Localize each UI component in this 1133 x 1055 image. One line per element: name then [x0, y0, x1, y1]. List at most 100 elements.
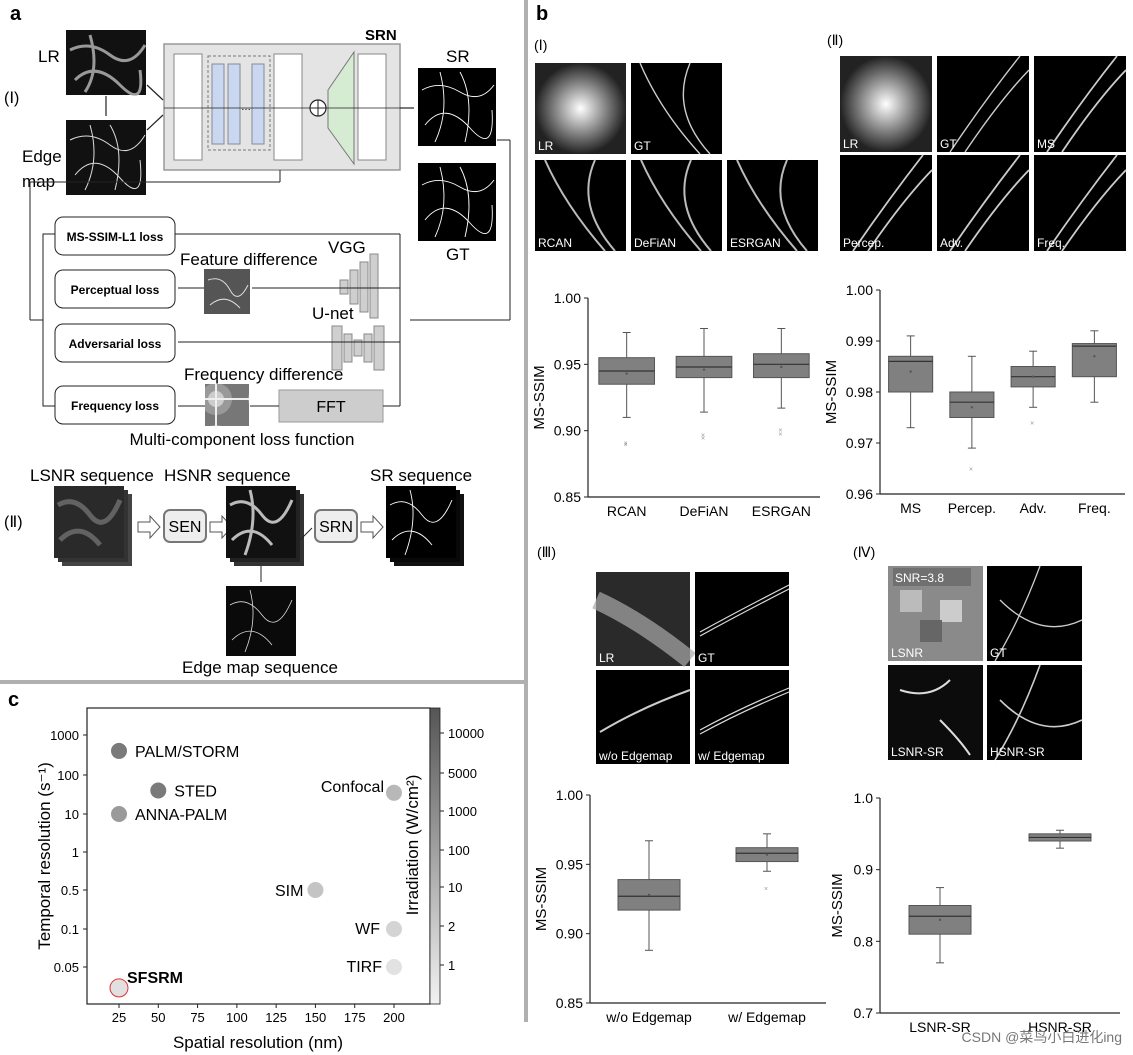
srn-label-2: SRN: [319, 519, 353, 536]
panel-b: b (Ⅰ) LR GT RCAN DeFiAN ESRGAN (Ⅱ) LR GT…: [534, 3, 1127, 764]
svg-text:LR: LR: [538, 139, 554, 153]
svg-text:GT: GT: [940, 137, 957, 151]
x-tick-label: MS: [900, 500, 921, 516]
x-tick-label: 150: [305, 1010, 327, 1025]
x-tick-label: 125: [265, 1010, 287, 1025]
outlier-marker: ×: [1030, 421, 1034, 428]
frequency-loss: Frequency loss: [71, 399, 159, 413]
panel-a: a (Ⅰ) LR Edge map SRN … SR GT: [4, 3, 511, 677]
box-body: [888, 355, 934, 393]
y-tick-label: 0.90: [554, 423, 581, 439]
point-tirf: [386, 959, 402, 975]
x-tick-label: ESRGAN: [752, 503, 811, 519]
mean-marker: [909, 370, 912, 373]
x-tick-label: LSNR-SR: [909, 1019, 970, 1035]
svg-text:GT: GT: [634, 139, 651, 153]
y-tick-label: 0.97: [846, 435, 873, 451]
y2-tick-label: 10000: [448, 726, 484, 741]
srn-label: SRN: [365, 27, 397, 44]
b-iii-tile-wo-edgemap: [596, 670, 690, 764]
point-label-sted: STED: [174, 784, 217, 801]
svg-text:LR: LR: [599, 651, 615, 665]
y-axis-label: Temporal resolution (s⁻¹): [35, 762, 54, 950]
box-body: [752, 353, 810, 379]
box-esrgan: ××: [752, 328, 810, 438]
panel-a-label: a: [10, 3, 22, 25]
svg-text:w/o Edgemap: w/o Edgemap: [598, 749, 673, 763]
box-lsnr-sr: [908, 887, 972, 964]
gt-label: GT: [446, 245, 470, 264]
mean-marker: [1031, 375, 1035, 378]
svg-text:LR: LR: [843, 137, 859, 151]
section-ii-label: (Ⅱ): [4, 514, 23, 531]
svg-text:HSNR-SR: HSNR-SR: [990, 745, 1045, 759]
y-tick-label: 0.5: [61, 883, 79, 898]
y-tick-label: 0.05: [54, 960, 79, 975]
outlier-marker: ×: [624, 441, 628, 448]
outlier-marker: ×: [778, 431, 782, 438]
box-body: [1071, 343, 1117, 378]
irradiation-colorbar: [429, 707, 441, 1005]
point-label-anna-palm: ANNA-PALM: [135, 807, 227, 824]
gt-image: [418, 163, 496, 241]
sr-sequence-label: SR sequence: [370, 466, 472, 485]
sr-sequence-image: [386, 486, 456, 558]
box-freq-: [1071, 330, 1117, 403]
b-i-tile-esrgan: [727, 160, 818, 251]
b-iv-tile-lsnr-sr: [888, 665, 983, 760]
loss-list: MS-SSIM-L1 loss Perceptual loss Adversar…: [54, 216, 176, 425]
mean-marker: [970, 406, 974, 409]
box-rcan: ××: [598, 331, 656, 449]
scatter-plot: 25 50 75 100 125 150 175 200 0.05 0.1 0.5 1 10 100 100…: [35, 726, 484, 1052]
outlier-marker: ×: [701, 433, 705, 440]
y-tick-label: 1.00: [556, 787, 583, 803]
y-tick-label: 0.1: [61, 922, 79, 937]
ms-ssim-l1-loss: MS-SSIM-L1 loss: [67, 230, 164, 244]
y-tick-label: 0.95: [556, 856, 583, 872]
b-i-tile-defian: [631, 160, 722, 251]
x-tick-label: 175: [344, 1010, 366, 1025]
y2-tick-label: 10: [448, 880, 462, 895]
b-i-tile-gt: [631, 63, 722, 154]
panel-c: c: [8, 689, 441, 1005]
box-body: [949, 391, 995, 418]
mean-marker: [1058, 836, 1062, 839]
fft-label: FFT: [316, 399, 346, 416]
point-label-sim: SIM: [275, 883, 303, 900]
x-axis-label: Spatial resolution (nm): [173, 1033, 343, 1052]
box-ms: [888, 335, 934, 429]
y-tick-label: 100: [57, 768, 79, 783]
mean-marker: [938, 918, 942, 922]
section-i-label: (Ⅰ): [4, 90, 19, 107]
mean-marker: [780, 365, 783, 369]
svg-text:GT: GT: [990, 646, 1007, 660]
fft-box: [278, 389, 384, 423]
y-tick-label: 1000: [50, 728, 79, 743]
hsnr-sequence-image: [226, 486, 296, 558]
b-i-title: (Ⅰ): [534, 37, 547, 53]
ms-ssim-l1-loss-box: [54, 216, 176, 256]
y-tick-label: 0.96: [846, 486, 873, 502]
x-tick-label: 200: [383, 1010, 405, 1025]
y-tick-label: 0.9: [854, 862, 874, 878]
outlier-marker: ×: [969, 467, 973, 474]
x-tick-label: 25: [112, 1010, 126, 1025]
y-tick-label: 0.85: [554, 489, 581, 505]
edge-map-label-1: Edge: [22, 147, 62, 166]
adversarial-loss-box: [54, 323, 176, 363]
y-tick-label: 0.7: [854, 1005, 874, 1021]
point-palm-storm: [111, 742, 127, 759]
lsnr-sequence-image: [54, 486, 124, 558]
x-tick-label: Percep.: [948, 500, 996, 516]
b-ii-title: (Ⅱ): [827, 32, 843, 48]
y2-tick-label: 1000: [448, 804, 477, 819]
box-defian: ××: [675, 328, 733, 442]
x-tick-label: Adv.: [1020, 500, 1047, 516]
mean-marker: [702, 368, 706, 371]
b-iii-tile-w-edgemap: [695, 670, 789, 764]
charts: 0.850.900.951.00MS-SSIM××RCAN××DeFiAN××E…: [531, 282, 1125, 1035]
x-tick-label: 100: [226, 1010, 248, 1025]
snr-label: SNR=3.8: [895, 571, 944, 585]
svg-text:LSNR: LSNR: [891, 646, 923, 660]
